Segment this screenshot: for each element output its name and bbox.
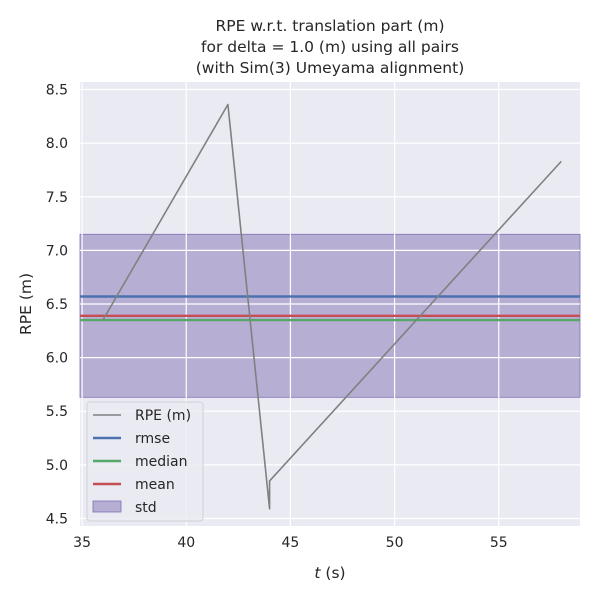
y-tick-label: 8.0 [46, 136, 68, 152]
legend-label-std: std [135, 500, 157, 516]
y-tick-label: 8.5 [46, 83, 68, 99]
legend-frame [86, 401, 204, 522]
legend-label-rpe: RPE (m) [135, 408, 191, 424]
legend-label-mean: mean [135, 477, 175, 493]
legend: RPE (m) rmse median mean std [86, 401, 204, 522]
y-tick-label: 4.5 [46, 511, 68, 527]
x-tick-label: 35 [73, 535, 91, 551]
x-tick-label: 50 [386, 535, 404, 551]
y-axis-label: RPE (m) [17, 273, 35, 335]
y-tick-label: 5.0 [46, 458, 68, 474]
y-tick-label: 6.0 [46, 351, 68, 367]
x-tick-label: 40 [177, 535, 195, 551]
legend-label-rmse: rmse [135, 431, 170, 447]
legend-label-median: median [135, 454, 187, 470]
legend-handle-std [92, 500, 122, 513]
title-line-2: for delta = 1.0 (m) using all pairs [201, 38, 459, 56]
title-line-3: (with Sim(3) Umeyama alignment) [196, 59, 465, 77]
title-line-1: RPE w.r.t. translation part (m) [215, 17, 444, 35]
chart-title: RPE w.r.t. translation part (m) for delt… [196, 17, 465, 77]
y-tick-label: 5.5 [46, 404, 68, 420]
y-tick-label: 6.5 [46, 297, 68, 313]
y-tick-label: 7.0 [46, 243, 68, 259]
y-tick-label: 7.5 [46, 190, 68, 206]
rpe-series-line [102, 103, 562, 510]
x-tick-label: 55 [490, 535, 508, 551]
x-tick-label: 45 [282, 535, 300, 551]
x-axis-label: t (s) [314, 564, 345, 582]
